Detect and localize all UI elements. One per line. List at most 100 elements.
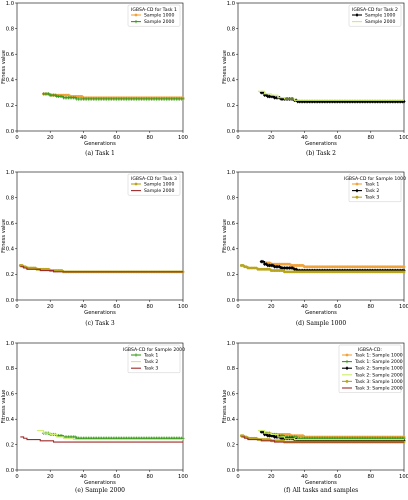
- data-point: [266, 433, 270, 438]
- data-point: [272, 264, 277, 269]
- data-point: [274, 264, 278, 269]
- data-point: [317, 99, 321, 104]
- legend-box: [127, 344, 181, 374]
- legend-label: Task 2: Sample 1000: [354, 366, 403, 372]
- data-point: [400, 99, 404, 104]
- legend-item: Task 3: Sample 1000: [342, 379, 403, 385]
- legend-title: IGBSA-CD for Sample 2000: [123, 347, 185, 353]
- y-tick-label: 0.6: [227, 221, 235, 227]
- subfigure-caption: (c) Task 3: [85, 320, 115, 327]
- x-axis-label: Generations: [84, 480, 116, 486]
- data-point: [385, 99, 389, 104]
- chart-panel-a: 0 20 40 60 80 100 0.0 0.2 0.4 0.6 0.8 1.0 Generation…: [1, 1, 188, 157]
- y-tick-label: 0.8: [6, 26, 14, 32]
- series-3: [20, 436, 183, 443]
- legend-item: Sample 2000: [131, 188, 174, 194]
- data-point: [73, 435, 77, 439]
- legend-label: Task 2: Sample 2000: [354, 372, 403, 378]
- legend-marker: [345, 353, 349, 357]
- data-point: [292, 267, 297, 272]
- legend-label: Task 3: Sample 2000: [354, 386, 403, 392]
- legend-marker: [134, 353, 138, 357]
- y-tick-label: 0.6: [6, 221, 14, 227]
- y-axis-label: Fitness value: [1, 390, 7, 424]
- y-tick-label: 0.2: [227, 442, 235, 448]
- series-line: [257, 430, 404, 441]
- series-4: [257, 430, 404, 441]
- series-2: [257, 90, 404, 101]
- x-tick-label: 0: [236, 135, 239, 141]
- x-tick-label: 20: [268, 474, 275, 480]
- series-line: [20, 266, 183, 273]
- x-tick-label: 100: [399, 474, 408, 480]
- y-tick-label: 0.0: [227, 298, 235, 304]
- data-point: [282, 266, 287, 270]
- x-axis-label: Generations: [305, 141, 337, 147]
- data-point: [287, 266, 292, 270]
- chart-panel-e: 0 20 40 60 80 100 0.0 0.2 0.4 0.6 0.8 1.0 Generation…: [1, 341, 188, 494]
- data-point: [336, 99, 340, 104]
- legend-item: Task 2: [131, 359, 158, 365]
- data-point: [53, 93, 57, 97]
- x-tick-label: 60: [334, 304, 341, 310]
- x-tick-label: 40: [80, 135, 87, 141]
- x-tick-label: 80: [146, 474, 153, 480]
- data-point: [272, 435, 277, 439]
- data-point: [332, 99, 336, 104]
- y-tick-label: 0.6: [227, 52, 235, 58]
- data-point: [359, 99, 363, 104]
- data-point: [267, 433, 272, 438]
- x-tick-label: 80: [367, 135, 374, 141]
- y-tick-label: 0.0: [227, 468, 235, 474]
- x-tick-label: 100: [399, 135, 408, 141]
- data-point: [286, 266, 290, 270]
- x-tick-label: 40: [301, 474, 308, 480]
- legend-label: Task 3: [364, 195, 379, 201]
- subfigure-caption: (e) Sample 2000: [75, 487, 125, 494]
- data-point: [374, 99, 378, 104]
- legend-title: IGBSA-CD for Task 1: [131, 7, 177, 13]
- x-axis-label: Generations: [84, 141, 116, 147]
- legend-box: [127, 173, 181, 196]
- subfigure-caption: (f) All tasks and samples: [284, 487, 359, 494]
- x-tick-label: 80: [146, 135, 153, 141]
- legend-label: Task 1: Sample 1000: [354, 353, 403, 359]
- x-tick-label: 100: [399, 304, 408, 310]
- x-tick-label: 0: [236, 304, 239, 310]
- data-point: [279, 266, 283, 270]
- legend-marker: [345, 360, 349, 364]
- legend-item: Sample 1000: [352, 13, 395, 19]
- legend-label: Task 1: [143, 353, 158, 359]
- series-3: [239, 264, 406, 274]
- x-tick-label: 60: [113, 135, 120, 141]
- x-tick-label: 100: [178, 304, 188, 310]
- data-point: [402, 265, 406, 269]
- legend-box: [348, 173, 402, 203]
- data-point: [271, 263, 275, 268]
- series-line: [20, 436, 183, 443]
- data-point: [73, 96, 77, 100]
- data-point: [267, 94, 272, 99]
- x-tick-label: 80: [367, 474, 374, 480]
- x-tick-label: 60: [113, 304, 120, 310]
- y-tick-label: 0.0: [6, 468, 14, 474]
- y-tick-label: 0.4: [6, 78, 15, 84]
- data-point: [279, 97, 283, 101]
- legend-label: Task 2: [143, 359, 158, 365]
- legend-marker: [345, 366, 349, 371]
- data-point: [261, 90, 265, 95]
- y-tick-label: 0.2: [6, 103, 14, 109]
- data-point: [309, 99, 313, 104]
- chart-panel-f: 0 20 40 60 80 100 0.0 0.2 0.4 0.6 0.8 1.0 Generation…: [222, 341, 408, 494]
- data-point: [269, 94, 273, 99]
- series-line: [257, 90, 404, 101]
- x-tick-label: 0: [15, 304, 18, 310]
- data-point: [271, 94, 275, 99]
- x-tick-label: 20: [268, 304, 275, 310]
- data-point: [392, 99, 396, 104]
- data-point: [274, 95, 278, 100]
- subfigure-caption: (b) Task 2: [306, 150, 336, 157]
- data-point: [264, 262, 268, 267]
